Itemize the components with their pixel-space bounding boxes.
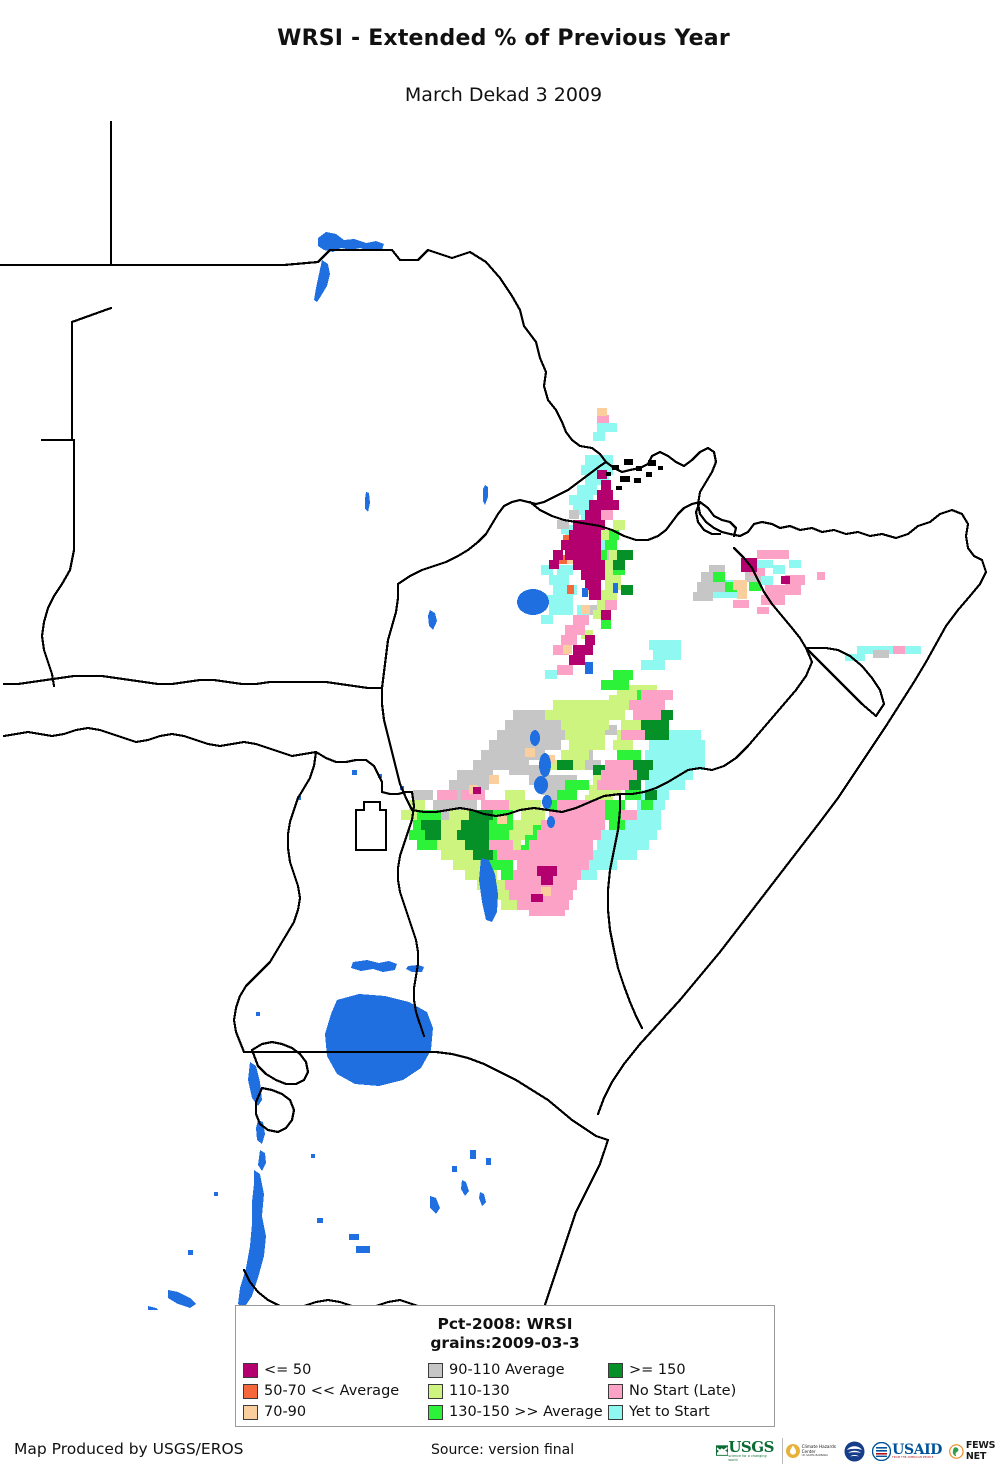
chc-logo[interactable]: Climate Hazards Center UC SANTA BARBARA xyxy=(781,1438,838,1464)
legend-swatch-50-70 xyxy=(243,1384,258,1399)
legend-item-yet-to-start[interactable]: Yet to Start xyxy=(608,1405,768,1420)
legend-title: Pct-2008: WRSI grains:2009-03-3 xyxy=(236,1306,774,1353)
usgs-logo[interactable]: USGS science for a changing world xyxy=(716,1438,775,1464)
usaid-wordmark: USAID xyxy=(892,1441,943,1458)
legend-title-line2: grains:2009-03-3 xyxy=(430,1334,580,1352)
usaid-logo[interactable]: USAID FROM THE AMERICAN PEOPLE xyxy=(872,1438,942,1464)
legend-swatch-110-130 xyxy=(428,1384,443,1399)
legend-item-50-70[interactable]: 50-70 << Average xyxy=(243,1384,428,1399)
chc-name: Climate Hazards Center xyxy=(801,1443,836,1454)
footer-source: Source: version final xyxy=(431,1442,575,1458)
usaid-tagline: FROM THE AMERICAN PEOPLE xyxy=(892,1455,934,1459)
legend-swatch-no-start xyxy=(608,1384,623,1399)
legend-item-ge-150[interactable]: >= 150 xyxy=(608,1363,768,1378)
chc-drop-icon xyxy=(785,1444,800,1458)
legend-label-90-110: 90-110 Average xyxy=(449,1362,565,1378)
legend-items: <= 50 50-70 << Average 70-90 90-110 Aver… xyxy=(243,1360,769,1423)
usaid-seal-icon xyxy=(872,1441,892,1461)
dahlak-islands xyxy=(606,459,663,490)
legend-item-70-90[interactable]: 70-90 xyxy=(243,1405,428,1420)
legend-swatch-ge-150 xyxy=(608,1363,623,1378)
legend-item-no-start[interactable]: No Start (Late) xyxy=(608,1384,768,1399)
noaa-seal-icon xyxy=(844,1441,865,1461)
legend-item-110-130[interactable]: 110-130 xyxy=(428,1384,608,1399)
legend-swatch-le-50 xyxy=(243,1363,258,1378)
usgs-wordmark: USGS xyxy=(728,1438,774,1457)
legend-label-le-50: <= 50 xyxy=(264,1362,312,1378)
legend-swatch-yet-to-start xyxy=(608,1405,623,1420)
legend-item-130-150[interactable]: 130-150 >> Average xyxy=(428,1405,608,1420)
legend-label-110-130: 110-130 xyxy=(449,1383,510,1399)
legend-label-no-start: No Start (Late) xyxy=(629,1383,737,1399)
footer-produced-by: Map Produced by USGS/EROS xyxy=(14,1440,244,1458)
legend-label-50-70: 50-70 << Average xyxy=(264,1383,400,1399)
map-canvas[interactable] xyxy=(0,110,1007,1310)
usgs-tagline: science for a changing world xyxy=(728,1454,767,1462)
legend-title-line1: Pct-2008: WRSI xyxy=(437,1315,573,1333)
page-subtitle: March Dekad 3 2009 xyxy=(404,84,603,106)
legend-item-le-50[interactable]: <= 50 xyxy=(243,1363,428,1378)
legend-swatch-70-90 xyxy=(243,1405,258,1420)
legend-label-ge-150: >= 150 xyxy=(629,1362,686,1378)
fewsnet-globe-icon xyxy=(949,1443,964,1459)
legend-label-130-150: 130-150 >> Average xyxy=(449,1404,603,1420)
fewsnet-logo[interactable]: FEWS NET xyxy=(949,1438,1007,1464)
map-background xyxy=(0,110,1007,1310)
fewsnet-wordmark: FEWS NET xyxy=(965,1440,996,1462)
country-boundaries xyxy=(0,120,988,1310)
legend-item-90-110[interactable]: 90-110 Average xyxy=(428,1363,608,1378)
usgs-mark-icon xyxy=(716,1444,729,1456)
noaa-logo[interactable] xyxy=(844,1438,865,1464)
chc-affiliation: UC SANTA BARBARA xyxy=(801,1454,828,1458)
page-title: WRSI - Extended % of Previous Year xyxy=(277,26,730,51)
legend-label-yet-to-start: Yet to Start xyxy=(629,1404,710,1420)
footer-logos: USGS science for a changing world Climat… xyxy=(716,1437,1007,1465)
legend-label-70-90: 70-90 xyxy=(264,1404,307,1420)
map-legend: Pct-2008: WRSI grains:2009-03-3 <= 50 50… xyxy=(235,1305,775,1427)
legend-swatch-90-110 xyxy=(428,1363,443,1378)
legend-swatch-130-150 xyxy=(428,1405,443,1420)
